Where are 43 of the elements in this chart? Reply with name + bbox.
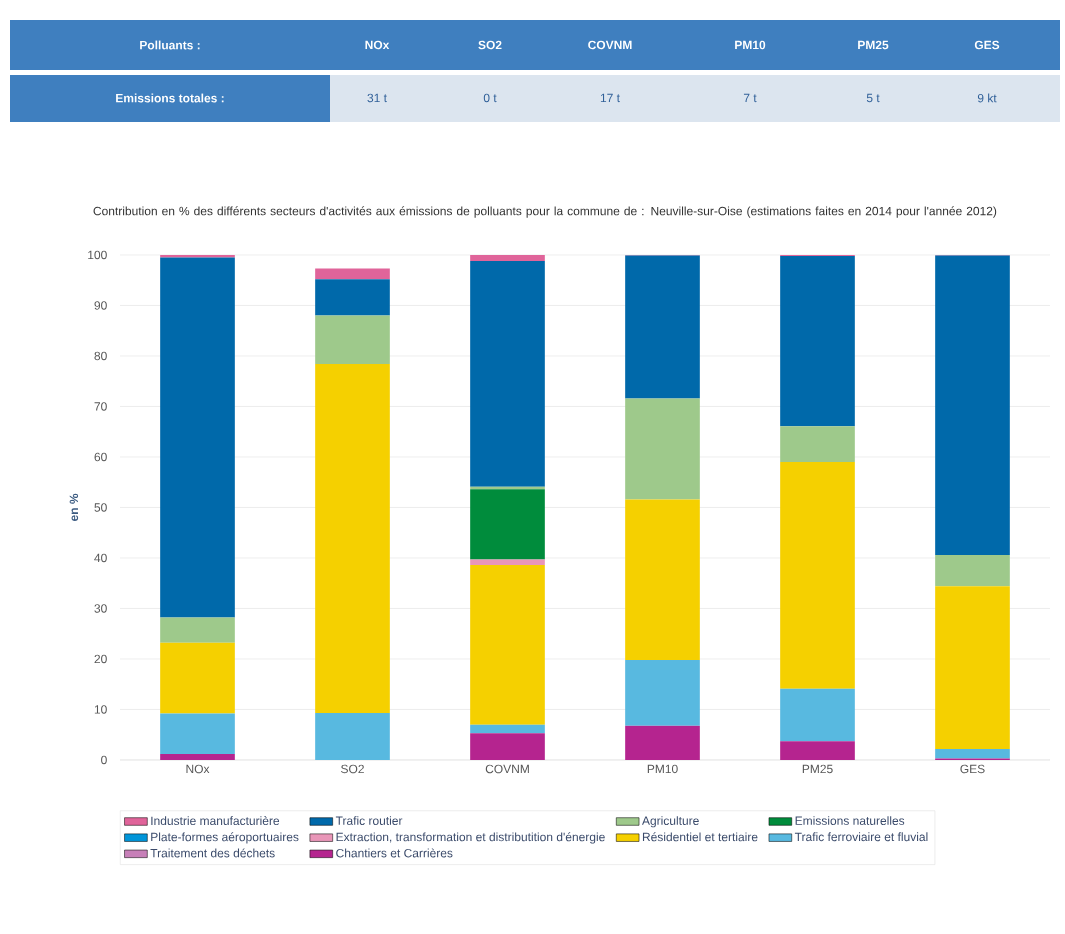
y-tick-label: 0 bbox=[101, 755, 107, 765]
y-tick-label: 20 bbox=[94, 654, 107, 664]
text: 17 t bbox=[600, 93, 620, 103]
legend-label: Traitement des déchets bbox=[150, 848, 275, 858]
y-tick-label: 60 bbox=[94, 452, 107, 462]
category-label: PM25 bbox=[858, 40, 889, 50]
text: 7 t bbox=[743, 93, 757, 103]
legend-label: Extraction, transformation et distributition d'énergie bbox=[336, 832, 605, 844]
chart-title: Contribution en % des différents secteurs d'activités aux émissions de polluants pour la commune de : Neuville-sur-Oise (estimations faites en 2014 pour l'année 2012) bbox=[93, 206, 997, 218]
legend-label: Trafic routier bbox=[335, 816, 403, 825]
category-label: COVNM bbox=[588, 40, 632, 50]
y-tick-label: 90 bbox=[94, 301, 107, 310]
legend-label: Résidentiel et tertiaire bbox=[642, 832, 758, 842]
legend-label: Plate-formes aéroportuaires bbox=[151, 832, 299, 844]
text: Polluants : bbox=[140, 40, 200, 50]
text: 9 kt bbox=[977, 93, 997, 103]
x-tick-label: SO2 bbox=[341, 764, 364, 774]
category-label: SO2 bbox=[478, 40, 502, 50]
y-tick-label: 80 bbox=[94, 351, 107, 361]
text: 31 t bbox=[367, 93, 387, 103]
legend-label: Agriculture bbox=[642, 816, 699, 828]
y-tick-label: 40 bbox=[94, 553, 107, 563]
category-label: PM10 bbox=[735, 40, 766, 50]
x-tick-label: PM25 bbox=[802, 764, 833, 774]
y-tick-label: 50 bbox=[94, 503, 107, 512]
legend-label: Trafic ferroviaire et fluvial bbox=[794, 832, 928, 842]
x-tick-label: PM10 bbox=[647, 764, 678, 774]
x-tick-label: NOx bbox=[186, 764, 210, 774]
y-axis-title: en % bbox=[69, 493, 79, 522]
y-tick-label: 100 bbox=[88, 250, 107, 260]
y-tick-label: 70 bbox=[94, 402, 107, 411]
legend-label: Chantiers et Carrières bbox=[336, 848, 453, 858]
text: 5 t bbox=[866, 93, 880, 103]
y-tick-label: 30 bbox=[94, 604, 107, 613]
x-tick-label: COVNM bbox=[485, 764, 529, 774]
x-tick-label: GES bbox=[960, 764, 985, 774]
text: 0 t bbox=[483, 93, 497, 103]
text: Emissions totales : bbox=[116, 93, 224, 103]
legend-label: Emissions naturelles bbox=[795, 816, 905, 825]
category-label: GES bbox=[974, 40, 1000, 50]
category-label: NOx bbox=[365, 40, 390, 50]
y-tick-label: 10 bbox=[94, 705, 107, 714]
legend-label: Industrie manufacturière bbox=[151, 816, 280, 826]
